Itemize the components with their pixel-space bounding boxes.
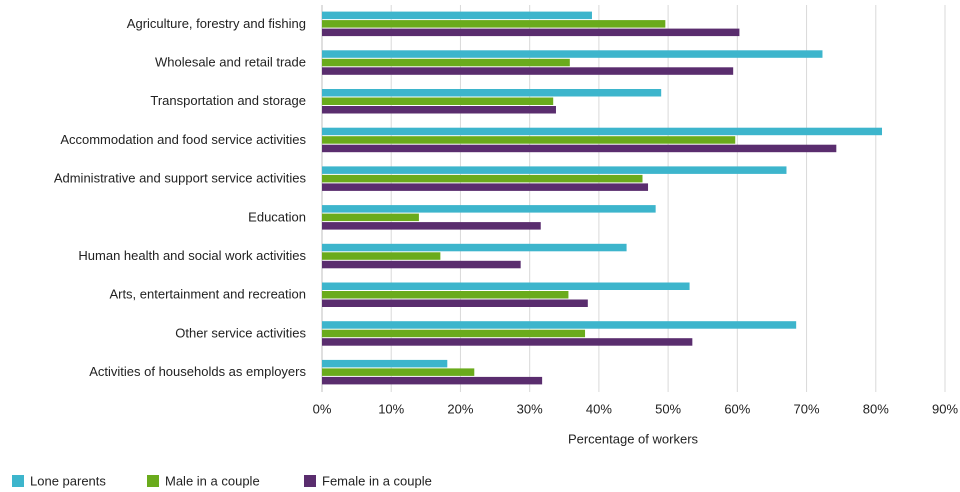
y-tick-label: Accommodation and food service activitie… (60, 132, 306, 147)
legend-swatch (304, 475, 316, 487)
x-tick-label: 70% (794, 401, 820, 416)
bar (322, 338, 693, 346)
legend-label: Lone parents (30, 473, 106, 488)
bar (322, 291, 569, 299)
x-tick-label: 20% (447, 401, 473, 416)
bar (322, 243, 627, 252)
x-tick-label: 80% (863, 401, 889, 416)
y-tick-label: Wholesale and retail trade (155, 54, 306, 69)
bar (322, 368, 475, 376)
bar (322, 183, 649, 191)
y-tick-label: Transportation and storage (150, 93, 306, 108)
bar (322, 299, 588, 307)
bar (322, 329, 586, 338)
bar (322, 282, 690, 290)
legend-swatch (147, 475, 159, 487)
bar (322, 67, 734, 75)
y-tick-label: Education (248, 209, 306, 224)
bar (322, 359, 448, 368)
x-tick-label: 10% (378, 401, 404, 416)
bar (322, 20, 666, 28)
legend-label: Female in a couple (322, 473, 432, 488)
x-tick-label: 90% (932, 401, 958, 416)
bar (322, 58, 570, 67)
y-tick-label: Activities of households as employers (89, 364, 306, 379)
bar (322, 89, 662, 97)
x-tick-label: 0% (313, 401, 332, 416)
x-axis-title: Percentage of workers (568, 431, 699, 446)
bar (322, 213, 419, 222)
bar (322, 166, 787, 174)
bar (322, 252, 441, 260)
bar (322, 28, 740, 37)
x-tick-label: 30% (517, 401, 543, 416)
bar (322, 50, 823, 58)
y-tick-label: Arts, entertainment and recreation (109, 287, 306, 302)
bar (322, 136, 736, 144)
bar (322, 376, 543, 385)
x-tick-label: 50% (655, 401, 681, 416)
bar (322, 144, 837, 153)
bar (322, 11, 592, 20)
y-tick-label: Agriculture, forestry and fishing (127, 16, 306, 31)
bar (322, 222, 541, 230)
y-tick-label: Other service activities (175, 325, 306, 340)
legend-label: Male in a couple (165, 473, 260, 488)
bar (322, 127, 883, 136)
x-tick-label: 60% (724, 401, 750, 416)
bar (322, 106, 556, 114)
bar (322, 97, 554, 105)
legend-swatch (12, 475, 24, 487)
bar (322, 260, 521, 269)
y-tick-label: Administrative and support service activ… (54, 171, 307, 186)
bar (322, 205, 656, 213)
bar (322, 321, 797, 329)
y-tick-label: Human health and social work activities (78, 248, 306, 263)
bar (322, 174, 643, 183)
x-tick-label: 40% (586, 401, 612, 416)
